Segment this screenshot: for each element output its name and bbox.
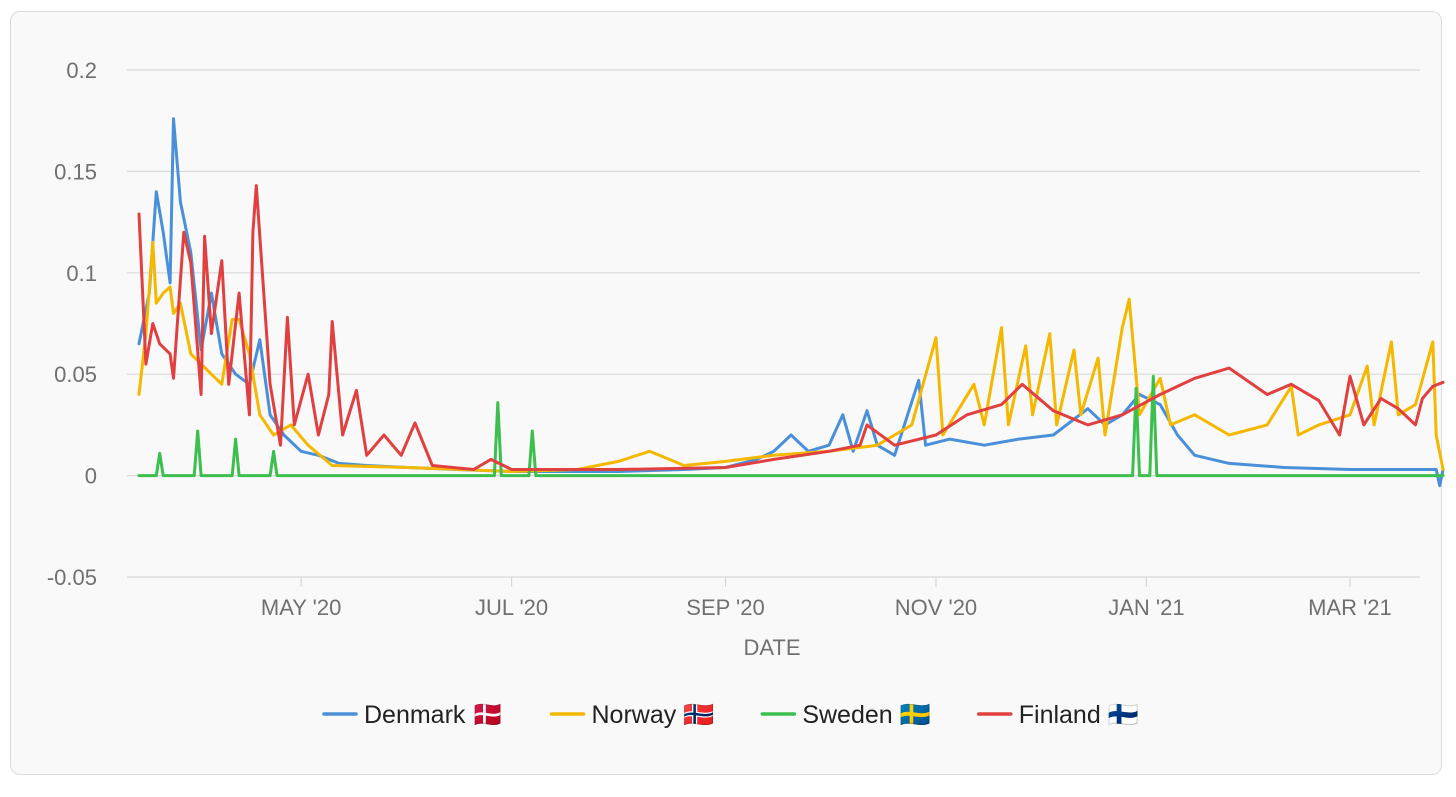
legend-label: Denmark 🇩🇰 xyxy=(364,700,504,729)
legend-label: Norway 🇳🇴 xyxy=(592,701,715,729)
series-line xyxy=(137,240,1445,473)
x-axis-ticks: MAY '20 JUL '20 SEP '20 NOV '20 JAN '21 MAR '… xyxy=(261,577,1392,620)
legend-item[interactable]: Denmark 🇩🇰 xyxy=(322,700,504,729)
x-tick-label: SEP '20 xyxy=(686,595,764,620)
y-tick-label: 0.1 xyxy=(66,261,97,286)
series-line xyxy=(137,117,1445,488)
x-tick-label: NOV '20 xyxy=(895,595,977,620)
legend: Denmark 🇩🇰 Norway 🇳🇴 Sweden 🇸🇪 Finland 🇫🇮 xyxy=(322,700,1139,729)
x-tick-label: JUL '20 xyxy=(475,595,548,620)
legend-item[interactable]: Finland 🇫🇮 xyxy=(977,701,1139,729)
y-tick-label: 0.2 xyxy=(66,58,97,83)
legend-item[interactable]: Norway 🇳🇴 xyxy=(549,701,715,729)
x-axis-label: DATE xyxy=(743,635,800,660)
y-tick-label: 0 xyxy=(85,464,97,489)
series-lines xyxy=(137,117,1445,488)
series-line xyxy=(137,374,1445,478)
legend-label: Finland 🇫🇮 xyxy=(1019,701,1139,729)
gridlines xyxy=(127,69,1420,578)
y-axis-ticks: 0.2 0.15 0.1 0.05 0 -0.05 xyxy=(47,58,97,590)
legend-item[interactable]: Sweden 🇸🇪 xyxy=(760,701,931,729)
x-tick-label: JAN '21 xyxy=(1108,595,1184,620)
y-tick-label: 0.15 xyxy=(54,159,97,184)
legend-label: Sweden 🇸🇪 xyxy=(802,701,930,729)
y-tick-label: 0.05 xyxy=(54,362,97,387)
x-tick-label: MAR '21 xyxy=(1308,595,1392,620)
x-tick-label: MAY '20 xyxy=(261,595,341,620)
series-line xyxy=(137,184,1445,471)
y-tick-label: -0.05 xyxy=(47,565,97,590)
